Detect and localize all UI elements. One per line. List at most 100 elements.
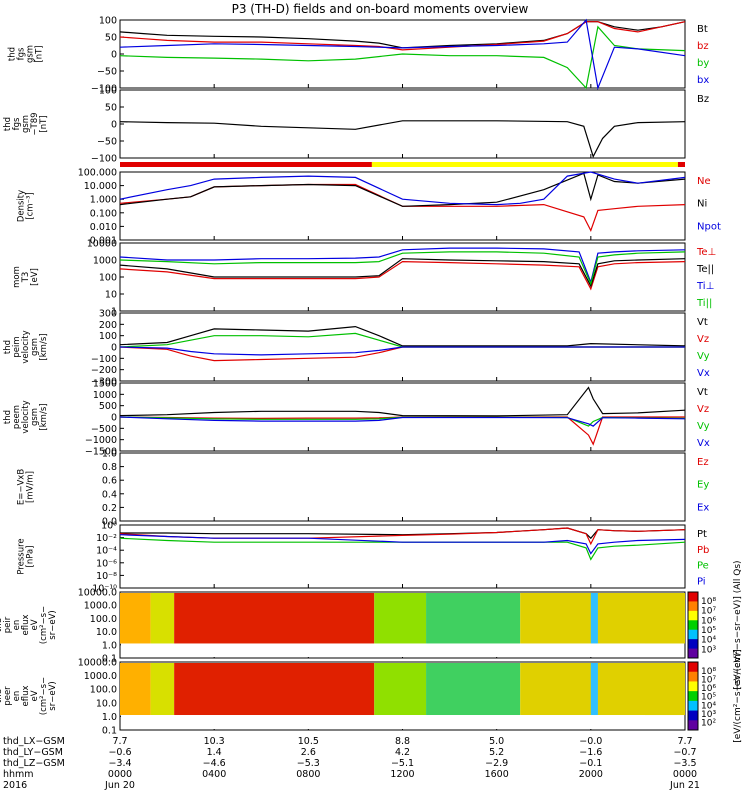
footer-row-value: −2.9	[485, 758, 508, 769]
colorbar-band	[688, 639, 698, 650]
footer-row-value: −0.6	[108, 747, 131, 758]
series-line-Pe	[119, 537, 686, 561]
colorbar-tick-label: 10⁵	[701, 693, 716, 703]
spectrogram-band	[520, 593, 685, 644]
colorbar-band	[688, 648, 698, 659]
y-tick-label: 500	[99, 401, 117, 412]
y-tick-label: −200	[91, 365, 117, 376]
legend-entry: Bt	[697, 24, 708, 35]
footer-row-value: 1600	[485, 769, 509, 780]
colorbar-tick-label: 10⁸	[701, 597, 716, 607]
y-tick-label: −300	[91, 377, 117, 388]
y-axis-label-line: E=−VxB	[17, 469, 27, 505]
colorbar-tick-label: 10⁵	[701, 626, 716, 636]
y-tick-label: −100	[91, 354, 117, 365]
y-tick-label: 100.0	[90, 685, 117, 696]
spectrogram-band	[374, 593, 427, 644]
colorbar-tick-label: 10⁴	[701, 636, 716, 646]
footer-row-label: 2016	[3, 780, 27, 791]
y-tick-label: 1.0	[102, 640, 117, 651]
y-axis-label-line: −T89	[30, 112, 40, 135]
y-axis-label-line: [nT]	[35, 45, 45, 62]
y-tick-label: 1000	[93, 390, 117, 401]
legend-entry: Ti⊥	[696, 281, 714, 292]
y-axis-label-line: [km/s]	[39, 333, 49, 360]
footer-row-label: thd_LY−GSM	[3, 747, 63, 758]
y-axis-label-line: [mV/m]	[26, 471, 36, 503]
legend-entry: Ni	[697, 199, 707, 210]
ephemeris-footer: thd_LX−GSM 7.7 10.3 10.5 8.8 5.0 −0.0 7.7 thd_LY…	[3, 736, 700, 791]
y-tick-label: −1000	[85, 435, 117, 446]
y-tick-label: 300	[99, 309, 117, 320]
panel-fgs_gsm: thd fgs gsm [nT] 100 50 0 −50 −100 Bt bz by bx	[8, 16, 710, 95]
colorbar-frame	[687, 661, 699, 731]
colorbar-tick-label: 10⁸	[701, 667, 716, 677]
colorbar-band	[688, 610, 698, 621]
y-tick-label: 10⁻⁴	[96, 546, 117, 557]
y-tick-label: 1500	[93, 379, 117, 390]
footer-row-value: 1200	[390, 769, 414, 780]
footer-row-value: 0400	[202, 769, 226, 780]
legend-entry: Vt	[697, 317, 708, 328]
panel-peir_spec: thd peir en eflux eV (cm²−s− sr−eV) 10000.0 1000…	[0, 588, 686, 665]
panel-frame	[119, 89, 686, 159]
footer-row-label: thd_LZ−GSM	[3, 758, 65, 769]
series-line-Ti⊥	[119, 247, 686, 285]
footer-row-value: 7.7	[677, 736, 692, 747]
footer-row-value: 0000	[108, 769, 132, 780]
y-tick-label: 10000.0	[78, 658, 117, 669]
legend-entry: Pb	[697, 545, 709, 556]
y-axis-label-line: eV	[30, 690, 40, 701]
colorbar-tick-label: 10⁶	[701, 616, 716, 626]
y-axis-label-line: gsm	[30, 408, 40, 426]
spectrogram-band	[590, 593, 598, 644]
legend-entry: Npot	[697, 221, 721, 232]
status-segment-red	[677, 162, 685, 167]
footer-row-value: 5.2	[489, 747, 504, 758]
y-axis-label: Pressure [nPa]	[17, 538, 36, 574]
y-tick-label: 0.001	[90, 236, 117, 247]
series-line-Vt	[119, 386, 686, 417]
series-line-Ti||	[119, 251, 686, 286]
y-tick-label: 0.0	[102, 517, 117, 528]
footer-row-value: −5.3	[297, 758, 320, 769]
y-tick-label: 10⁻⁸	[96, 571, 117, 582]
legend-entry: Vy	[697, 421, 710, 432]
legend-entry: Vz	[697, 404, 709, 415]
legend-entry: Pi	[697, 576, 706, 587]
y-tick-label: 1	[111, 307, 117, 318]
series-line-Vx	[119, 416, 686, 427]
footer-row-value: −1.6	[579, 747, 602, 758]
series-line-Vt	[119, 325, 686, 347]
colorbar-band	[688, 662, 698, 673]
y-axis-label: thd fgs gsm [nT]	[8, 45, 45, 63]
series-line-Bt	[119, 21, 686, 49]
series-line-Ni	[119, 172, 686, 207]
series-line-Vy	[119, 332, 685, 348]
footer-row-value: 0000	[673, 769, 697, 780]
y-tick-label: 0.2	[102, 503, 117, 514]
spectrogram-band	[174, 593, 375, 644]
y-axis-label-line: eV	[30, 619, 40, 630]
series-line-bx	[119, 18, 686, 91]
footer-row-value: 5.0	[489, 736, 504, 747]
y-tick-label: 0.010	[90, 222, 117, 233]
footer-row-value: 8.8	[395, 736, 410, 747]
y-axis-label-line: gsm	[30, 338, 40, 356]
panel-peim_velocity: thd peim velocity gsm [km/s] 3002001000−100−2…	[3, 309, 710, 388]
colorbar-tick-label: 10³	[701, 645, 716, 655]
y-tick-label: 10000	[87, 239, 117, 250]
panel-peem_velocity: thd peem velocity gsm [km/s] 150010005000−500…	[3, 379, 710, 458]
footer-row-value: 1.4	[207, 747, 222, 758]
y-axis-label: thd peer en eflux eV (cm²−s− sr−eV)	[0, 677, 58, 715]
spectrogram-empty	[121, 643, 645, 657]
spectrogram-band	[150, 593, 175, 644]
legend-entry: Ne	[697, 176, 711, 187]
legend-entry: Ey	[697, 480, 709, 491]
series-line-Vz	[119, 346, 685, 362]
status-segment-yellow	[371, 162, 678, 167]
series-line-Te⊥	[119, 260, 686, 291]
y-axis-label-line: [eV]	[30, 268, 40, 286]
